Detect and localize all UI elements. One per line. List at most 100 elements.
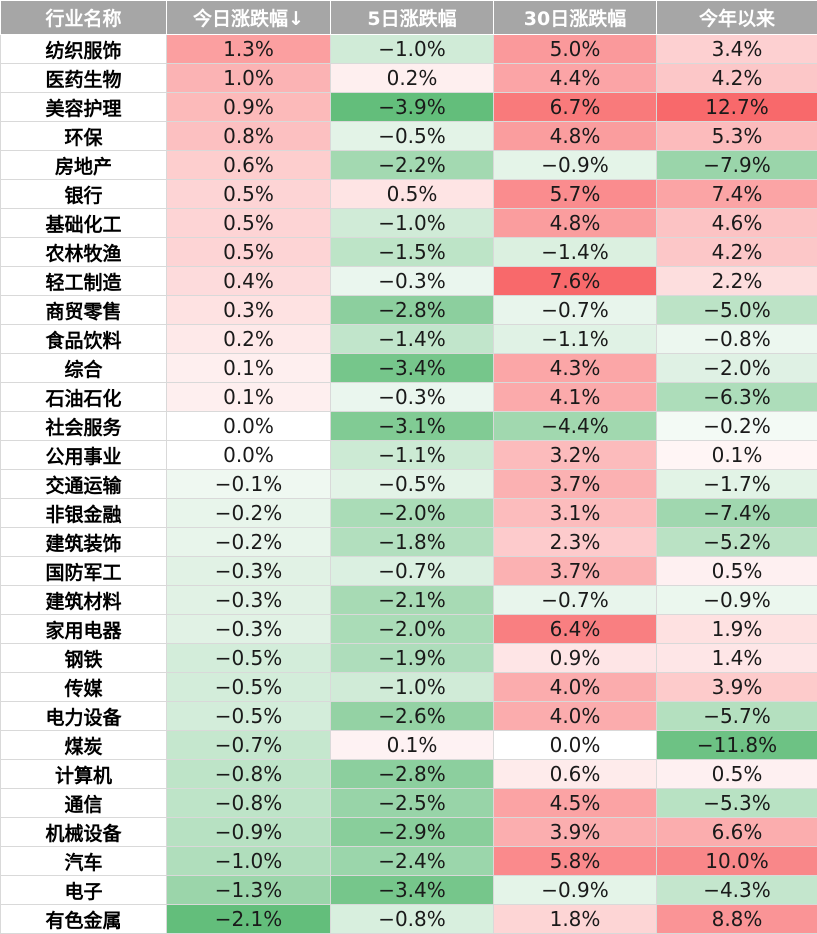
ytd-change-cell: −1.7% [656,469,817,499]
today-change-cell: −0.3% [166,585,331,615]
5day-change-cell: −1.4% [330,324,494,354]
ytd-change-cell: −0.8% [656,324,817,354]
today-change-cell: 1.3% [166,34,331,64]
table-row: 医药生物 1.0% 0.2% 4.4% 4.2% [0,63,817,93]
ytd-change-cell: −5.0% [656,295,817,325]
30day-change-cell: −1.1% [493,324,657,354]
industry-name-cell: 石油石化 [0,382,167,412]
today-change-cell: −2.1% [166,904,331,934]
industry-name-cell: 银行 [0,179,167,209]
industry-name-cell: 医药生物 [0,63,167,93]
table-row: 社会服务 0.0% −3.1% −4.4% −0.2% [0,411,817,441]
30day-change-cell: 3.7% [493,556,657,586]
ytd-change-cell: 0.5% [656,759,817,789]
header-ytd-change[interactable]: 今年以来 [656,0,817,35]
ytd-change-cell: −0.9% [656,585,817,615]
today-change-cell: 0.3% [166,295,331,325]
today-change-cell: 0.2% [166,324,331,354]
5day-change-cell: −0.3% [330,266,494,296]
table-row: 交通运输 −0.1% −0.5% 3.7% −1.7% [0,469,817,499]
table-row: 传媒 −0.5% −1.0% 4.0% 3.9% [0,672,817,702]
30day-change-cell: 3.2% [493,440,657,470]
30day-change-cell: −4.4% [493,411,657,441]
today-change-cell: −0.2% [166,498,331,528]
table-row: 轻工制造 0.4% −0.3% 7.6% 2.2% [0,266,817,296]
industry-name-cell: 公用事业 [0,440,167,470]
ytd-change-cell: −6.3% [656,382,817,412]
table-row: 计算机 −0.8% −2.8% 0.6% 0.5% [0,759,817,789]
5day-change-cell: 0.2% [330,63,494,93]
header-5day-change[interactable]: 5日涨跌幅 [330,0,494,35]
30day-change-cell: 4.0% [493,701,657,731]
today-change-cell: 0.1% [166,353,331,383]
table-row: 国防军工 −0.3% −0.7% 3.7% 0.5% [0,556,817,586]
industry-name-cell: 机械设备 [0,817,167,847]
30day-change-cell: 5.0% [493,34,657,64]
industry-name-cell: 电子 [0,875,167,905]
industry-name-cell: 食品饮料 [0,324,167,354]
30day-change-cell: 7.6% [493,266,657,296]
ytd-change-cell: −7.9% [656,150,817,180]
table-row: 有色金属 −2.1% −0.8% 1.8% 8.8% [0,904,817,934]
today-change-cell: −1.3% [166,875,331,905]
5day-change-cell: −1.5% [330,237,494,267]
ytd-change-cell: 4.2% [656,63,817,93]
industry-name-cell: 汽车 [0,846,167,876]
30day-change-cell: 0.6% [493,759,657,789]
5day-change-cell: −1.0% [330,208,494,238]
5day-change-cell: 0.5% [330,179,494,209]
table-row: 汽车 −1.0% −2.4% 5.8% 10.0% [0,846,817,876]
table-row: 煤炭 −0.7% 0.1% 0.0% −11.8% [0,730,817,760]
30day-change-cell: 4.5% [493,788,657,818]
today-change-cell: 0.6% [166,150,331,180]
industry-name-cell: 交通运输 [0,469,167,499]
ytd-change-cell: −5.3% [656,788,817,818]
ytd-change-cell: −0.2% [656,411,817,441]
today-change-cell: 0.4% [166,266,331,296]
5day-change-cell: −2.2% [330,150,494,180]
5day-change-cell: −0.5% [330,469,494,499]
table-row: 石油石化 0.1% −0.3% 4.1% −6.3% [0,382,817,412]
header-industry-name[interactable]: 行业名称 [0,0,167,35]
5day-change-cell: −2.0% [330,614,494,644]
industry-name-cell: 有色金属 [0,904,167,934]
ytd-change-cell: 7.4% [656,179,817,209]
today-change-cell: 0.8% [166,121,331,151]
30day-change-cell: −0.9% [493,150,657,180]
30day-change-cell: 5.7% [493,179,657,209]
table-row: 环保 0.8% −0.5% 4.8% 5.3% [0,121,817,151]
ytd-change-cell: 5.3% [656,121,817,151]
5day-change-cell: −1.8% [330,527,494,557]
5day-change-cell: −2.8% [330,295,494,325]
industry-name-cell: 国防军工 [0,556,167,586]
30day-change-cell: 4.1% [493,382,657,412]
30day-change-cell: 4.8% [493,208,657,238]
ytd-change-cell: 4.2% [656,237,817,267]
table-row: 机械设备 −0.9% −2.9% 3.9% 6.6% [0,817,817,847]
today-change-cell: −0.3% [166,556,331,586]
industry-name-cell: 农林牧渔 [0,237,167,267]
header-30day-change[interactable]: 30日涨跌幅 [493,0,657,35]
industry-name-cell: 通信 [0,788,167,818]
5day-change-cell: −0.7% [330,556,494,586]
ytd-change-cell: −11.8% [656,730,817,760]
today-change-cell: 0.9% [166,92,331,122]
5day-change-cell: −3.9% [330,92,494,122]
5day-change-cell: −2.1% [330,585,494,615]
header-today-change[interactable]: 今日涨跌幅↓ [166,0,331,35]
ytd-change-cell: 1.9% [656,614,817,644]
ytd-change-cell: 12.7% [656,92,817,122]
today-change-cell: −1.0% [166,846,331,876]
30day-change-cell: 4.0% [493,672,657,702]
table-body: 纺织服饰 1.3% −1.0% 5.0% 3.4% 医药生物 1.0% 0.2% 4.4% 4.2… [0,34,817,934]
industry-name-cell: 基础化工 [0,208,167,238]
30day-change-cell: 3.9% [493,817,657,847]
today-change-cell: 0.0% [166,411,331,441]
ytd-change-cell: 6.6% [656,817,817,847]
industry-name-cell: 计算机 [0,759,167,789]
30day-change-cell: −1.4% [493,237,657,267]
today-change-cell: −0.5% [166,643,331,673]
5day-change-cell: −2.0% [330,498,494,528]
ytd-change-cell: 0.1% [656,440,817,470]
30day-change-cell: 3.7% [493,469,657,499]
